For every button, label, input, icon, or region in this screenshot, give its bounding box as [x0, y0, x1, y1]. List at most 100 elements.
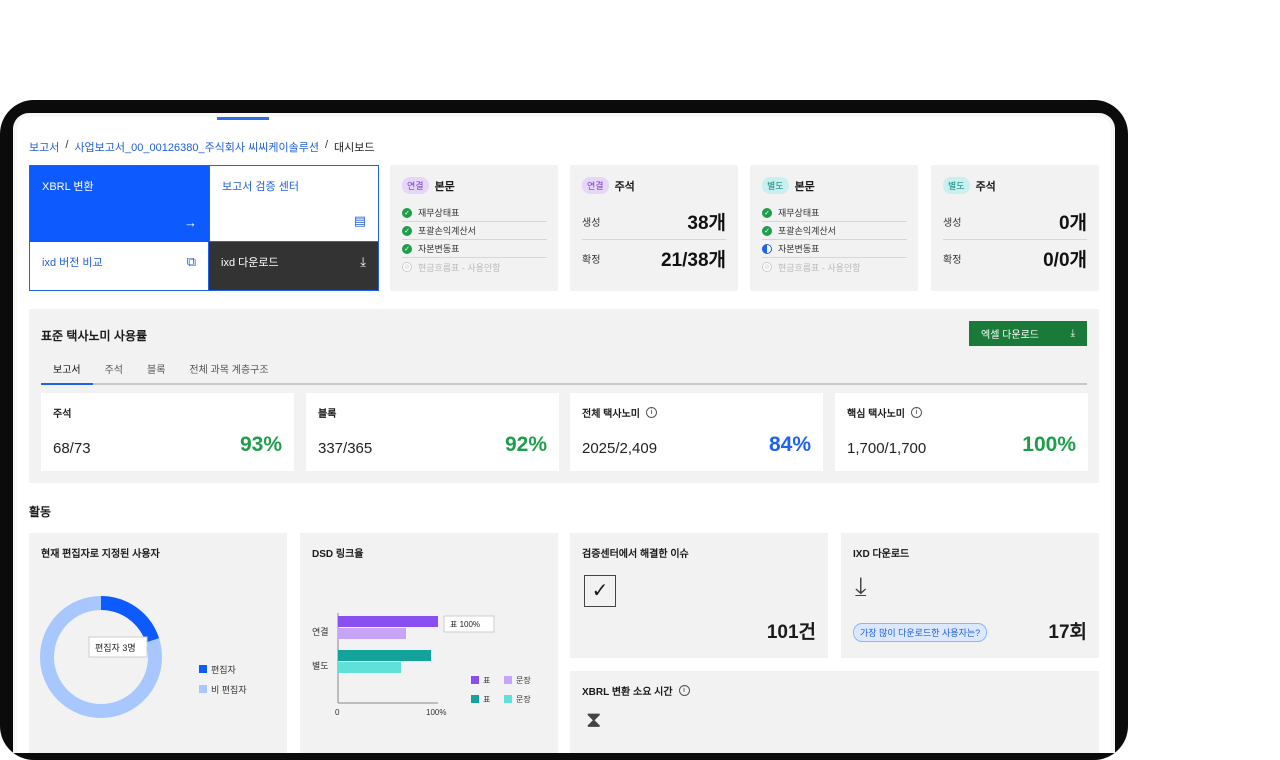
xbrl-time-panel: XBRL 변환 소요 시간 i ⧗ [570, 671, 1099, 753]
download-icon: ⤓ [1070, 328, 1075, 339]
activity-title: 활동 [29, 505, 52, 519]
ixd-compare-label: ixd 버전 비교 [42, 257, 103, 269]
editors-donut-chart: 편집자 3명 편집자 비 편집자 [40, 596, 247, 718]
taxonomy-section: 표준 택사노미 사용률 엑셀 다운로드 ⤓ 보고서 주석 블록 전체 과목 계층… [29, 309, 1099, 483]
excel-download-button[interactable]: 엑셀 다운로드 ⤓ [969, 321, 1087, 346]
dsd-tooltip: 표 100% [450, 620, 480, 629]
donut-tooltip: 편집자 3명 [95, 642, 136, 653]
excel-download-label: 엑셀 다운로드 [981, 330, 1039, 341]
check-icon: ✓ [402, 243, 412, 254]
check-item: ✓ 포괄손익계산서 [762, 222, 907, 240]
taxonomy-title: 표준 택사노미 사용률 [41, 329, 148, 343]
breadcrumb-reports[interactable]: 보고서 [29, 142, 60, 154]
taxonomy-tabs: 보고서 주석 블록 전체 과목 계층구조 [41, 361, 1087, 385]
card-tag: 별도 [943, 177, 970, 194]
legend-swatch-editors [199, 665, 207, 673]
kv-row: 확정 0/0개 [943, 249, 1087, 271]
legend-swatch [504, 695, 512, 703]
issues-title: 검증센터에서 해결한 이슈 [582, 549, 689, 560]
dsd-bar-0-1[interactable] [338, 628, 406, 639]
editors-panel: 현재 편집자로 지정된 사용자 편집자 3명 편집자 비 편집자 [29, 533, 287, 753]
dsd-bar-1-1[interactable] [338, 662, 401, 673]
issues-count: 101건 [766, 622, 816, 643]
x-tick-0: 0 [335, 708, 340, 717]
stat-core-taxonomy: 핵심 택사노미 i 1,700/1,700 100% [835, 393, 1088, 471]
legend-editors: 편집자 [211, 664, 237, 675]
breadcrumb-current: 대시보드 [334, 142, 375, 154]
info-icon[interactable]: i [678, 685, 690, 696]
hourglass-icon: ⧗ [586, 707, 602, 732]
check-item: 자본변동표 [762, 240, 907, 258]
editors-title: 현재 편집자로 지정된 사용자 [41, 549, 160, 560]
dsd-title: DSD 링크율 [312, 549, 364, 560]
check-icon: ✓ [402, 225, 412, 236]
xbrl-time-title: XBRL 변환 소요 시간 [582, 687, 673, 698]
legend-swatch [504, 676, 512, 684]
group-label-separate: 별도 [312, 661, 329, 671]
dsd-panel: DSD 링크율 연결 별도 0 100% 표 100% 표 문장 [300, 533, 558, 753]
download-icon: ⤓ [360, 254, 366, 269]
stat-blocks: 블록 337/365 92% [306, 393, 559, 471]
dsd-bar-1-0[interactable] [338, 650, 431, 661]
disabled-icon: ⊘ [402, 262, 412, 272]
legend-swatch-non-editors [199, 685, 207, 693]
donut-editors [100, 596, 160, 643]
ixd-download-title: IXD 다운로드 [853, 549, 910, 560]
info-icon[interactable]: i [645, 407, 657, 418]
check-item: ✓ 포괄손익계산서 [402, 222, 547, 240]
compare-icon: ⧉ [186, 254, 196, 269]
dsd-tooltip-box [443, 615, 495, 633]
check-icon: ✓ [762, 225, 772, 236]
card-consolidated-notes: 연결 주석 생성 38개 확정 21/38개 [570, 165, 738, 291]
half-progress-icon [762, 243, 772, 254]
card-title: 주석 [614, 180, 635, 193]
download-tray-icon: ⤓ [855, 571, 867, 601]
action-grid: XBRL 변환 → 보고서 검증 센터 ▤ ixd 버전 비교 ⧉ ixd 다운… [29, 165, 379, 291]
breadcrumb-report-name[interactable]: 사업보고서_00_00126380_주식회사 씨씨케이솔루션 [74, 142, 319, 154]
legend-sentence-separate: 문장 [516, 694, 531, 704]
device-frame: 보고서 / 사업보고서_00_00126380_주식회사 씨씨케이솔루션 / 대… [0, 100, 1128, 760]
dsd-bar-chart: 연결 별도 0 100% 표 100% 표 문장 표 문장 [312, 613, 531, 717]
tab-report[interactable]: 보고서 [41, 361, 93, 385]
check-icon: ✓ [402, 207, 412, 218]
screen: 보고서 / 사업보고서_00_00126380_주식회사 씨씨케이솔루션 / 대… [13, 113, 1115, 753]
donut-tooltip-box [88, 636, 148, 658]
ixd-download-label: ixd 다운로드 [221, 257, 279, 269]
verify-center-label: 보고서 검증 센터 [222, 181, 299, 193]
ixd-download-panel: IXD 다운로드 ⤓ 가장 많이 다운로드한 사용자는? 17회 [841, 533, 1099, 658]
tab-blocks[interactable]: 블록 [147, 365, 166, 376]
dsd-bar-0-0[interactable] [338, 616, 438, 627]
xbrl-convert-label: XBRL 변환 [42, 181, 94, 193]
legend-swatch [471, 676, 479, 684]
verify-center-button[interactable]: 보고서 검증 센터 ▤ [209, 166, 378, 242]
card-tag: 별도 [762, 177, 789, 194]
xbrl-convert-button[interactable]: XBRL 변환 → [30, 166, 209, 242]
ixd-compare-button[interactable]: ixd 버전 비교 ⧉ [30, 242, 209, 290]
info-icon[interactable]: i [910, 407, 922, 418]
disabled-icon: ⊘ [762, 262, 772, 272]
group-label-consolidated: 연결 [312, 627, 329, 637]
kv-row: 확정 21/38개 [582, 249, 726, 271]
stat-total-taxonomy: 전체 택사노미 i 2025/2,409 84% [570, 393, 823, 471]
legend-table-separate: 표 [483, 695, 490, 704]
tab-hierarchy[interactable]: 전체 과목 계층구조 [189, 365, 269, 376]
tab-indicator [217, 117, 269, 120]
checkbox-icon: ✓ [584, 575, 616, 607]
card-separate-notes: 별도 주석 생성 0개 확정 0/0개 [931, 165, 1099, 291]
check-icon: ✓ [762, 207, 772, 218]
stat-notes: 주석 68/73 93% [41, 393, 294, 471]
check-item: ✓ 자본변동표 [402, 240, 547, 258]
check-item: ⊘ 현금흐름표 - 사용안함 [402, 258, 547, 276]
ixd-download-button[interactable]: ixd 다운로드 ⤓ [209, 242, 378, 290]
card-consolidated-main: 연결 본문 ✓ 재무상태표 ✓ 포괄손익계산서 ✓ 자본변동표 ⊘ 현금흐름표 - 사용안… [390, 165, 558, 291]
breadcrumb: 보고서 / 사업보고서_00_00126380_주식회사 씨씨케이솔루션 / 대… [29, 139, 375, 154]
legend-table-consolidated: 표 [483, 676, 490, 685]
arrow-right-icon: → [184, 215, 197, 230]
dashboard: 보고서 / 사업보고서_00_00126380_주식회사 씨씨케이솔루션 / 대… [17, 117, 1111, 753]
card-title: 주석 [975, 180, 996, 193]
tab-notes[interactable]: 주석 [104, 365, 124, 376]
x-tick-100: 100% [426, 708, 446, 717]
top-downloader-pill[interactable]: 가장 많이 다운로드한 사용자는? [853, 623, 988, 642]
card-tag: 연결 [582, 177, 609, 194]
issues-panel: 검증센터에서 해결한 이슈 ✓ 101건 [570, 533, 828, 658]
